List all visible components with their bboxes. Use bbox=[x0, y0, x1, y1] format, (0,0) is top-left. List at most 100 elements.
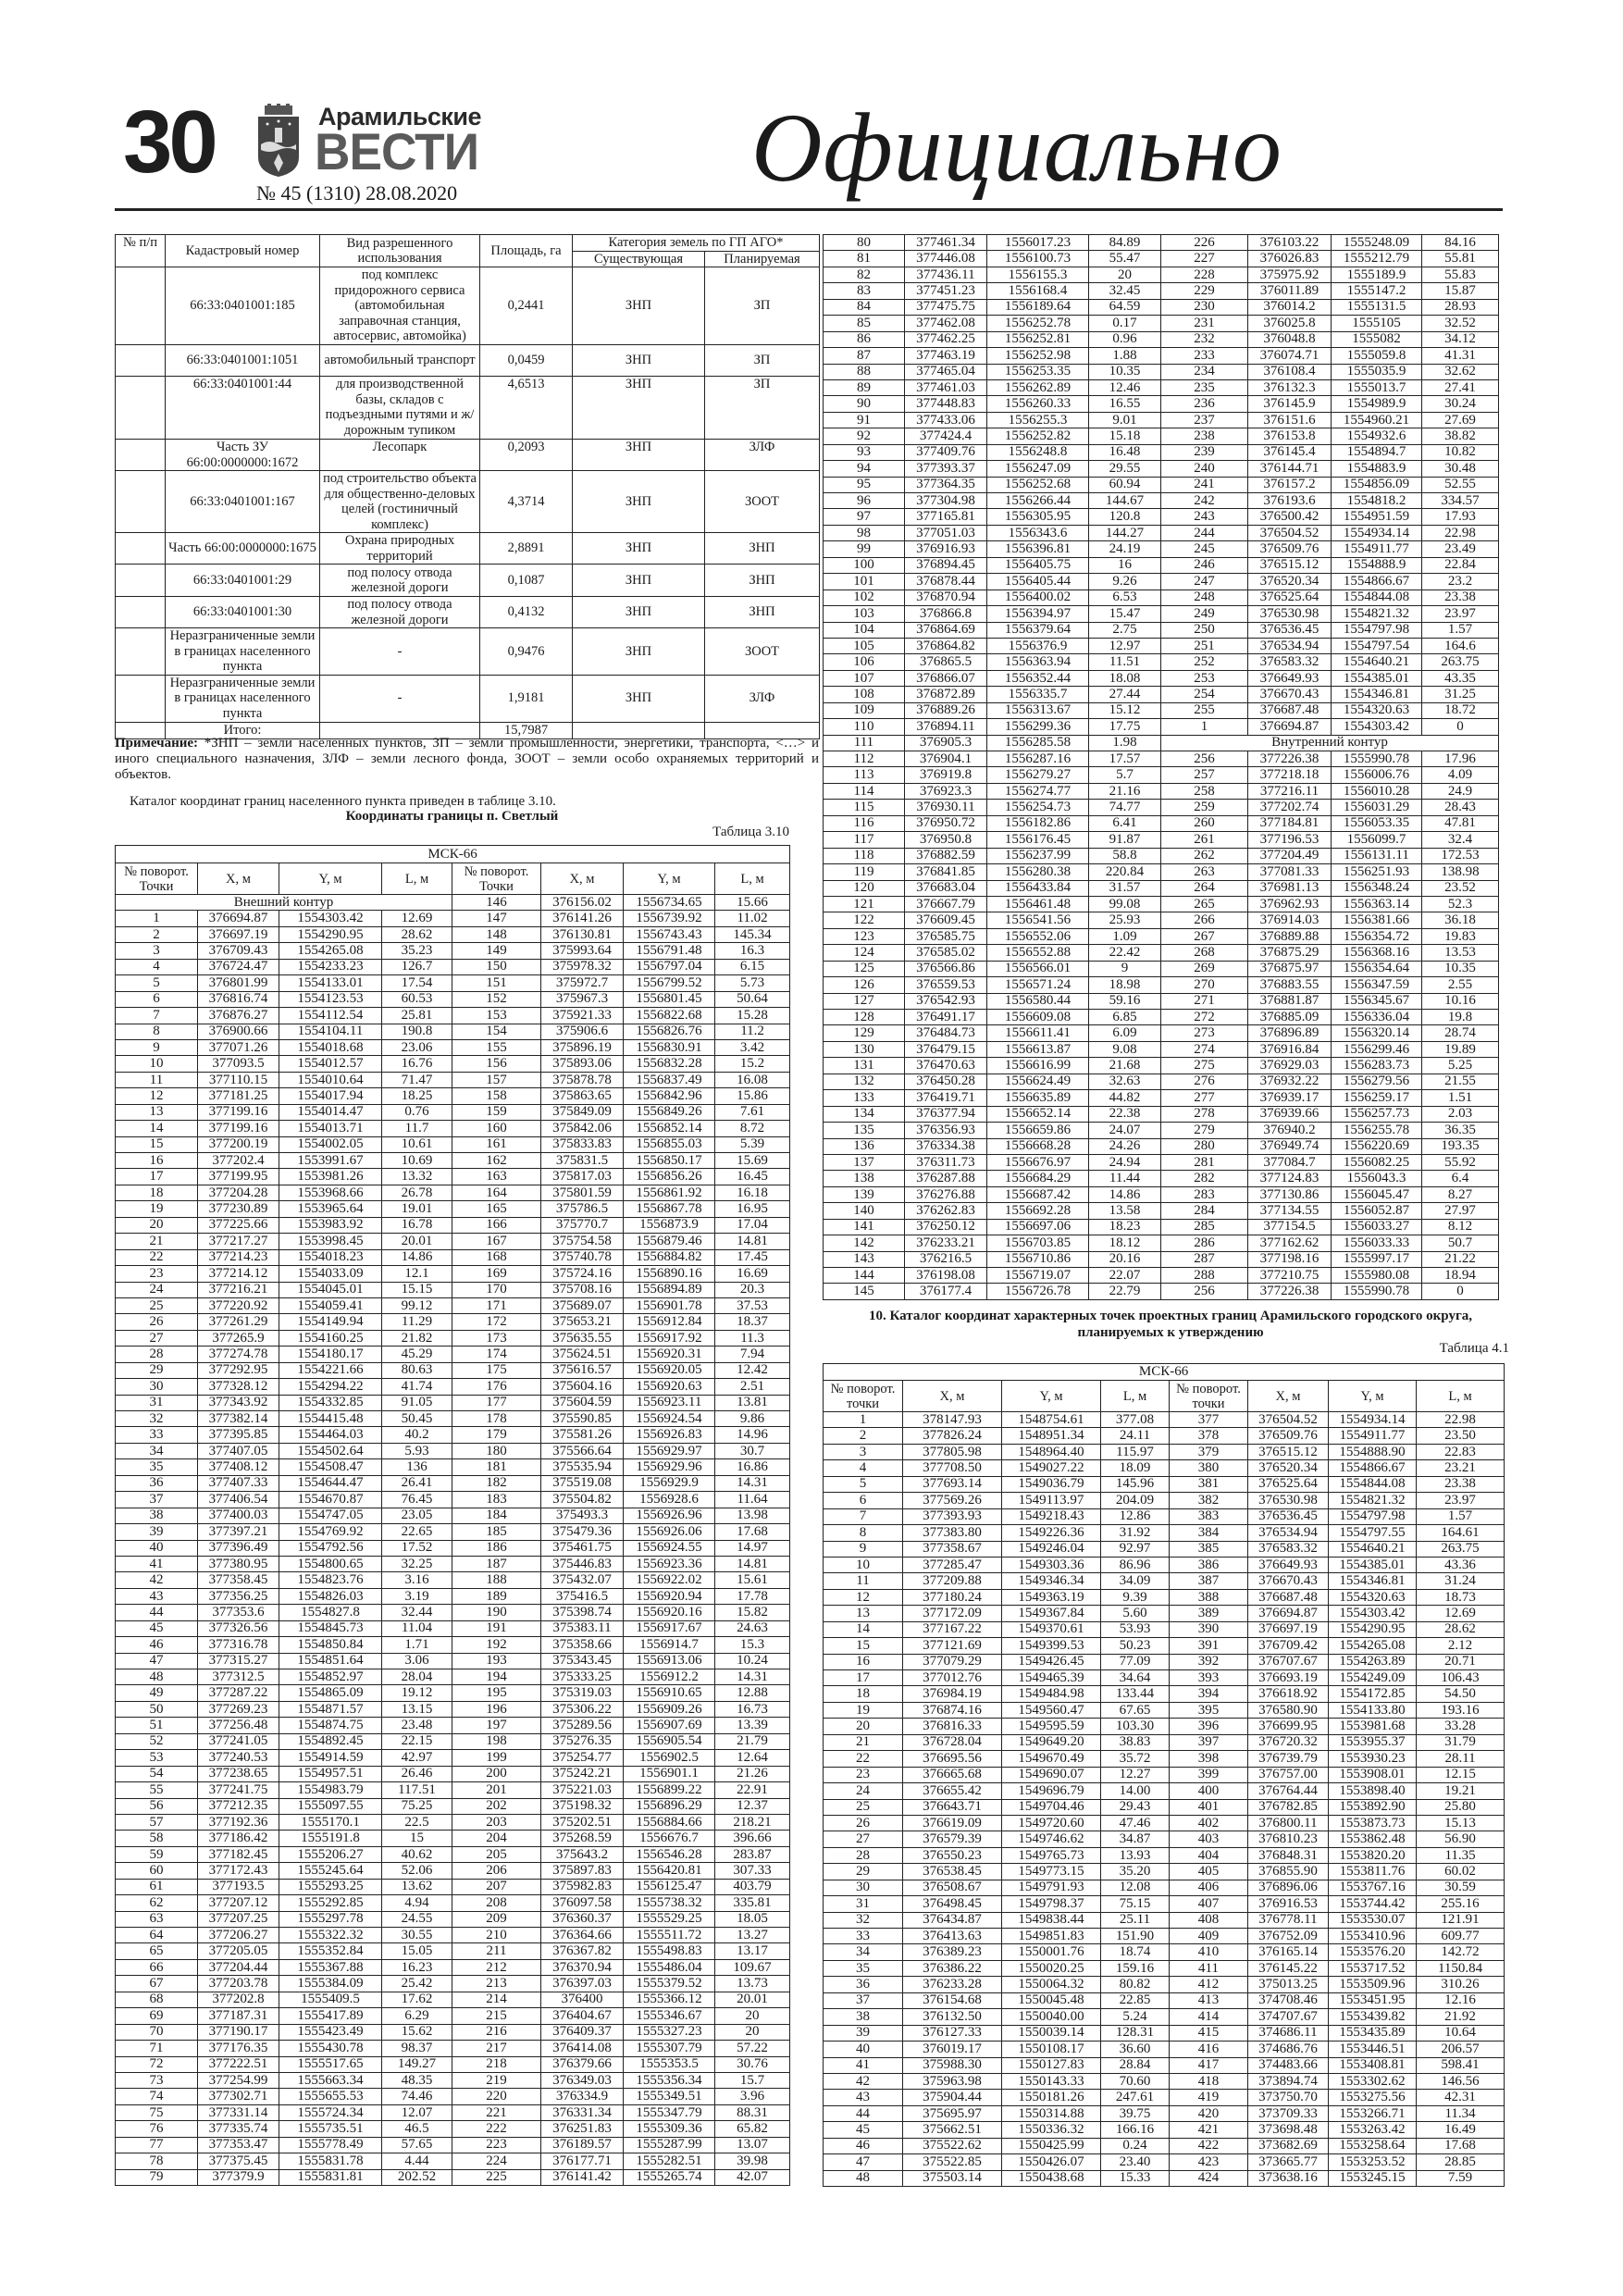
y-coordinate: 1556791.48 bbox=[623, 942, 715, 960]
y-coordinate: 1556255.3 bbox=[986, 411, 1089, 429]
y-coordinate: 1554012.57 bbox=[279, 1055, 382, 1073]
point-number: 396 bbox=[1169, 1718, 1248, 1735]
segment-length: 9.86 bbox=[713, 1409, 791, 1428]
catalog-intro: Каталог координат границ населенного пун… bbox=[130, 794, 556, 809]
y-coordinate: 1554670.87 bbox=[279, 1491, 382, 1508]
x-coordinate: 376491.17 bbox=[904, 1008, 987, 1026]
y-coordinate: 1555059.8 bbox=[1331, 347, 1422, 365]
point-number: 415 bbox=[1169, 2024, 1248, 2042]
row-number bbox=[115, 470, 166, 533]
y-coordinate: 1554866.67 bbox=[1328, 1459, 1417, 1477]
point-number: 41 bbox=[823, 2056, 903, 2074]
table-row: 132 376450.28 1556624.49 32.63 276 376932.22 1… bbox=[823, 1073, 1499, 1091]
x-coordinate: 377462.25 bbox=[904, 330, 987, 349]
segment-length: 17.75 bbox=[1088, 718, 1161, 736]
point-number: 49 bbox=[115, 1684, 198, 1702]
segment-length: 52.3 bbox=[1421, 895, 1499, 913]
area: 0,2093 bbox=[479, 439, 573, 471]
x-coordinate: 377124.83 bbox=[1247, 1170, 1332, 1187]
y-coordinate: 1556635.89 bbox=[986, 1089, 1089, 1107]
point-number: 165 bbox=[452, 1200, 541, 1218]
point-number: 410 bbox=[1169, 1943, 1248, 1961]
x-coordinate: 375446.83 bbox=[540, 1555, 624, 1573]
header-y-coordinate: Y, м bbox=[623, 863, 715, 895]
x-coordinate: 377214.12 bbox=[197, 1265, 279, 1283]
point-number: 246 bbox=[1160, 556, 1248, 575]
x-coordinate: 375967.3 bbox=[540, 990, 624, 1009]
x-coordinate: 376216.5 bbox=[904, 1250, 987, 1269]
y-coordinate: 1556909.26 bbox=[623, 1700, 715, 1719]
segment-length: 88.31 bbox=[713, 2104, 791, 2122]
x-coordinate: 377287.22 bbox=[197, 1684, 279, 1702]
y-coordinate: 1554850.84 bbox=[279, 1636, 382, 1654]
x-coordinate: 376889.26 bbox=[904, 701, 987, 720]
table-row: 105 376864.82 1556376.9 12.97 251 376534.94 15… bbox=[823, 637, 1499, 655]
x-coordinate: 376132.50 bbox=[902, 2008, 1002, 2026]
point-number: 57 bbox=[115, 1813, 198, 1831]
x-coordinate: 376896.06 bbox=[1247, 1879, 1329, 1897]
point-number: 18 bbox=[823, 1685, 903, 1703]
table-row: 40 377396.49 1554792.56 17.52 186 375461.75 15… bbox=[115, 1539, 791, 1557]
y-coordinate: 1556274.77 bbox=[986, 782, 1089, 800]
table-row: 115 376930.11 1556254.73 74.77 259 377202.74 1… bbox=[823, 799, 1499, 816]
x-coordinate: 376950.72 bbox=[904, 814, 987, 833]
segment-length: 6.09 bbox=[1088, 1024, 1161, 1042]
x-coordinate: 377209.88 bbox=[902, 1572, 1002, 1590]
segment-length: 5.60 bbox=[1100, 1605, 1170, 1622]
x-coordinate: 375643.2 bbox=[540, 1845, 624, 1864]
table-row: 28 377274.78 1554180.17 45.29 174 375624.51 15… bbox=[115, 1346, 791, 1363]
table-row: 18 377204.28 1553968.66 26.78 164 375801.59 15… bbox=[115, 1184, 791, 1202]
x-coordinate: 373638.16 bbox=[1247, 2169, 1329, 2188]
point-number: 386 bbox=[1169, 1556, 1248, 1574]
y-coordinate: 1555105 bbox=[1331, 315, 1422, 332]
point-number: 267 bbox=[1160, 927, 1248, 946]
y-coordinate: 1554346.81 bbox=[1331, 686, 1422, 703]
segment-length: 16.23 bbox=[381, 1958, 452, 1977]
y-coordinate: 1554911.77 bbox=[1328, 1427, 1417, 1445]
x-coordinate: 375724.16 bbox=[540, 1265, 624, 1283]
x-coordinate: 376720.32 bbox=[1247, 1733, 1329, 1752]
segment-length: 32.62 bbox=[1421, 363, 1499, 380]
segment-length: 25.81 bbox=[381, 1007, 452, 1024]
y-coordinate: 1553245.15 bbox=[1328, 2169, 1417, 2188]
segment-length: 22.84 bbox=[1421, 556, 1499, 575]
point-number: 395 bbox=[1169, 1701, 1248, 1719]
segment-length: 12.69 bbox=[1415, 1605, 1505, 1622]
y-coordinate: 1556697.06 bbox=[986, 1218, 1089, 1236]
segment-length: 220.84 bbox=[1088, 863, 1161, 881]
y-coordinate: 1556259.17 bbox=[1331, 1089, 1422, 1107]
point-number: 97 bbox=[823, 508, 905, 526]
segment-length: 31.79 bbox=[1415, 1733, 1505, 1752]
y-coordinate: 1556541.56 bbox=[986, 912, 1089, 929]
point-number: 3 bbox=[823, 1443, 903, 1461]
segment-length: 40.2 bbox=[381, 1426, 452, 1444]
point-number: 216 bbox=[452, 2023, 541, 2042]
segment-length: 99.12 bbox=[381, 1297, 452, 1315]
x-coordinate: 377216.21 bbox=[197, 1281, 279, 1298]
segment-length: 6.15 bbox=[713, 958, 791, 976]
y-coordinate: 1556566.01 bbox=[986, 960, 1089, 978]
point-number: 256 bbox=[1160, 750, 1248, 768]
point-number: 25 bbox=[115, 1297, 198, 1315]
x-coordinate: 377461.03 bbox=[904, 379, 987, 397]
point-number: 160 bbox=[452, 1120, 541, 1137]
table-row: 23 376665.68 1549690.07 12.27 399 376757.00 15… bbox=[823, 1766, 1505, 1784]
segment-length: 335.81 bbox=[713, 1894, 791, 1912]
x-coordinate: 377220.92 bbox=[197, 1297, 279, 1315]
x-coordinate: 377353.6 bbox=[197, 1604, 279, 1621]
x-coordinate: 375863.65 bbox=[540, 1087, 624, 1105]
y-coordinate: 1554013.71 bbox=[279, 1120, 382, 1137]
x-coordinate: 375343.45 bbox=[540, 1652, 624, 1670]
point-number: 56 bbox=[115, 1797, 198, 1815]
point-number: 179 bbox=[452, 1426, 541, 1444]
y-coordinate: 1549851.83 bbox=[1001, 1927, 1101, 1945]
y-coordinate: 1554320.63 bbox=[1328, 1588, 1417, 1607]
y-coordinate: 1550040.00 bbox=[1001, 2008, 1101, 2026]
point-number: 253 bbox=[1160, 669, 1248, 688]
y-coordinate: 1556313.67 bbox=[986, 701, 1089, 720]
point-number: 212 bbox=[452, 1958, 541, 1977]
segment-length: 12.69 bbox=[381, 910, 452, 927]
y-coordinate: 1554874.75 bbox=[279, 1717, 382, 1734]
segment-length: 10.35 bbox=[1421, 960, 1499, 978]
y-coordinate: 1554303.42 bbox=[1331, 718, 1422, 736]
